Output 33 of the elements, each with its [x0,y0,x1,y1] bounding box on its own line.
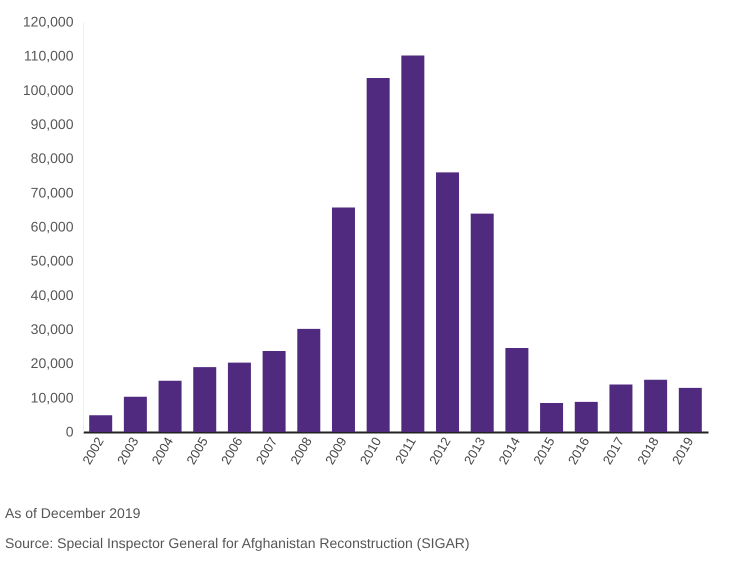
text: As of December 2019 [5,505,141,521]
bar [678,388,702,432]
bar [644,380,668,432]
bar [89,415,112,432]
y-tick-label: 110,000 [24,48,74,64]
bar [124,396,147,432]
y-tick-label: 120,000 [22,14,74,30]
y-tick-label: 30,000 [30,321,74,337]
y-tick-label: 40,000 [30,286,74,303]
bar [262,351,286,432]
bar [505,348,528,432]
bar [540,402,564,432]
y-tick-label: 90,000 [30,116,74,132]
bar [609,384,632,432]
y-tick-label: 50,000 [30,252,74,269]
y-tick-label: 80,000 [30,150,74,166]
y-tick-label: 10,000 [30,389,74,406]
bar [366,78,390,432]
bar [228,362,251,432]
bar [193,367,216,432]
bar [401,55,424,432]
bar [158,380,182,432]
bar [574,402,598,432]
y-tick-label: 60,000 [30,218,74,234]
source-note: Source: Special Inspector General for Afghanistan Reconstruction (SIGAR) [5,535,470,551]
y-tick-label: 70,000 [30,184,74,200]
y-tick-label: 20,000 [30,355,74,372]
bar [332,208,355,432]
y-tick-label: 0 [66,424,74,440]
bar [436,172,460,432]
bar [297,328,320,432]
y-tick-label: 100,000 [22,82,74,98]
bar [470,214,494,432]
